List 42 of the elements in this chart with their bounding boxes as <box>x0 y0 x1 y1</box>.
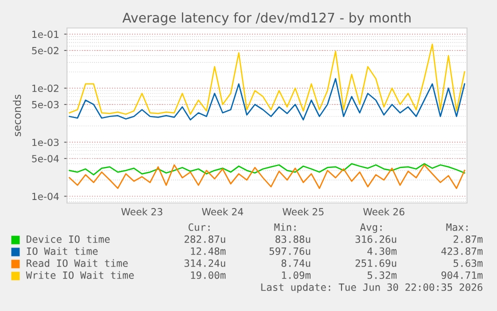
text: 316.26u <box>356 235 396 243</box>
line-series <box>68 44 466 115</box>
y-tick-label: 5e-02 <box>32 46 58 54</box>
text: 597.76u <box>270 247 310 255</box>
text: 5.63m <box>454 259 483 267</box>
y-tick-label: 5e-04 <box>32 154 59 162</box>
y-axis-title: seconds <box>12 94 21 136</box>
line-series <box>68 164 466 189</box>
legend-label: Write IO Wait time <box>26 271 134 279</box>
text: 8.74u <box>282 259 310 267</box>
text: 4.30m <box>367 247 397 255</box>
legend-label: Device IO time <box>26 235 110 243</box>
x-tick-label: Week 24 <box>202 208 244 216</box>
text: 83.88u <box>276 235 310 243</box>
text: 282.87u <box>184 235 226 243</box>
x-tick-label: Week 26 <box>363 208 404 216</box>
y-tick-label: 1e-04 <box>32 192 59 200</box>
x-tick-label: Week 25 <box>282 208 324 216</box>
legend-label: IO Wait time <box>26 247 98 255</box>
line-series <box>68 78 466 120</box>
line-series <box>68 163 466 176</box>
text: Min: <box>274 223 296 231</box>
text: 1.09m <box>282 271 311 279</box>
chart-title: Average latency for /dev/md127 - by month <box>122 12 411 26</box>
text: 2.87m <box>454 235 483 243</box>
y-tick-label: 1e-03 <box>32 138 59 146</box>
x-tick-label: Week 23 <box>121 208 162 216</box>
text: Max: <box>446 223 468 231</box>
text: 251.69u <box>356 259 396 267</box>
y-tick-label: 1e-01 <box>32 30 58 38</box>
text: Cur: <box>188 223 210 231</box>
y-tick-label: 5e-03 <box>32 100 59 108</box>
text: 904.71m <box>441 271 483 279</box>
text: 423.87m <box>441 247 483 255</box>
legend-label: Read IO Wait time <box>26 259 128 267</box>
text: Last update: Tue Jun 30 22:00:35 2026 <box>261 283 482 293</box>
text: 12.48m <box>191 247 226 255</box>
text: Avg: <box>360 223 382 233</box>
text: 314.24u <box>184 259 226 267</box>
y-tick-label: 1e-02 <box>32 84 58 92</box>
text: 5.32m <box>368 271 397 279</box>
text: 19.00m <box>191 271 226 279</box>
